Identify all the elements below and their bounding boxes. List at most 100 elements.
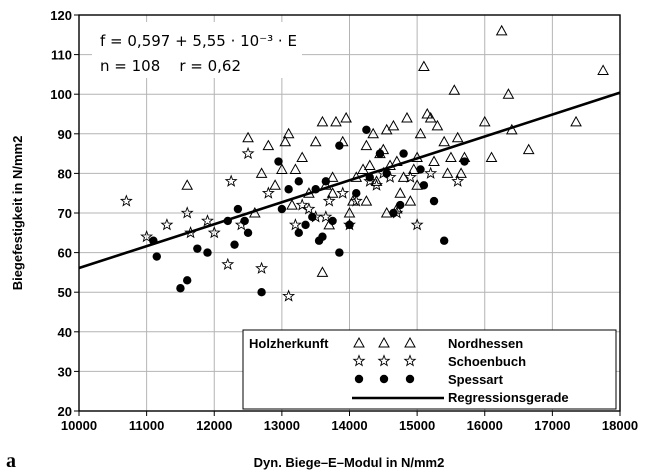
point-nordhessen: [326, 171, 339, 182]
legend-box: [242, 329, 617, 410]
point-spessart: [152, 252, 161, 261]
point-nordhessen: [431, 119, 444, 131]
point-nordhessen: [414, 127, 427, 139]
point-nordhessen: [404, 195, 417, 206]
legend-label-nordhessen: Nordhessen: [448, 336, 523, 351]
point-nordhessen: [363, 159, 376, 170]
legend-mark-circle: [405, 374, 415, 384]
point-spessart: [193, 244, 202, 253]
point-schoenbuch: [221, 257, 235, 270]
point-nordhessen: [181, 179, 194, 190]
point-spessart: [240, 216, 249, 226]
point-nordhessen: [387, 119, 400, 131]
y-tick-label: 50: [58, 285, 72, 300]
point-spessart: [396, 200, 405, 210]
x-tick-label: 14000: [331, 418, 367, 433]
point-spessart: [328, 216, 337, 226]
point-schoenbuch: [255, 261, 269, 274]
point-spessart: [419, 181, 429, 190]
point-spessart: [375, 149, 385, 158]
point-nordhessen: [360, 195, 373, 206]
legend-mark-circle: [379, 374, 389, 384]
point-spessart: [183, 276, 192, 285]
legend-title: Holzherkunft: [249, 336, 329, 351]
point-spessart: [230, 240, 239, 249]
point-spessart: [382, 169, 391, 178]
data-points: [119, 24, 609, 302]
x-axis-label: Dyn. Biege–E–Modul in N/mm2: [254, 455, 445, 470]
point-schoenbuch: [119, 194, 133, 207]
point-schoenbuch: [207, 226, 221, 239]
point-schoenbuch: [349, 194, 363, 207]
point-nordhessen: [255, 167, 268, 178]
point-schoenbuch: [261, 186, 275, 199]
point-nordhessen: [326, 187, 339, 198]
x-tick-label: 11000: [129, 418, 164, 433]
point-schoenbuch: [322, 194, 336, 207]
legend: Holzherkunft Nordhessen Schoenbuch Spess…: [242, 329, 617, 410]
point-nordhessen: [522, 143, 535, 155]
legend-mark-triangle: [353, 336, 365, 348]
point-schoenbuch: [424, 166, 438, 179]
point-spessart: [416, 165, 425, 174]
point-schoenbuch: [295, 198, 309, 211]
sample-stats: n = 108 r = 0,62: [100, 57, 241, 75]
legend-mark-star: [403, 354, 417, 367]
point-spessart: [389, 208, 398, 218]
y-axis-label: Biegefestigkeit in N/mm2: [10, 136, 25, 291]
point-schoenbuch: [201, 214, 214, 227]
point-nordhessen: [296, 151, 309, 163]
point-schoenbuch: [282, 289, 296, 302]
point-nordhessen: [451, 131, 464, 143]
point-spessart: [308, 212, 317, 222]
legend-label-regressionsgerade: Regressionsgerade: [448, 390, 569, 405]
point-spessart: [301, 220, 310, 230]
point-nordhessen: [421, 107, 434, 119]
point-spessart: [429, 196, 439, 206]
point-nordhessen: [495, 24, 508, 36]
point-nordhessen: [286, 199, 298, 210]
point-nordhessen: [448, 84, 461, 95]
grid-lines: [78, 14, 621, 412]
legend-mark-triangle: [378, 336, 390, 348]
point-spessart: [277, 204, 287, 214]
point-nordhessen: [289, 163, 302, 174]
point-spessart: [345, 220, 354, 230]
point-spessart: [460, 157, 469, 166]
legend-label-schoenbuch: Schoenbuch: [448, 354, 526, 369]
legend-mark-star: [377, 354, 391, 367]
point-schoenbuch: [224, 174, 238, 187]
legend-label-spessart: Spessart: [448, 372, 504, 387]
point-nordhessen: [438, 135, 451, 147]
point-nordhessen: [441, 167, 454, 178]
point-spessart: [352, 189, 361, 198]
point-nordhessen: [407, 163, 420, 174]
legend-mark-circle: [354, 374, 364, 384]
point-nordhessen: [279, 135, 292, 147]
point-nordhessen: [478, 115, 491, 127]
x-tick-label: 17000: [534, 418, 570, 433]
y-tick-label: 40: [58, 325, 72, 340]
point-spessart: [257, 288, 266, 297]
y-tick-label: 90: [58, 127, 72, 142]
point-schoenbuch: [241, 146, 255, 160]
point-nordhessen: [282, 127, 295, 139]
point-spessart: [274, 157, 283, 166]
point-schoenbuch: [302, 202, 316, 215]
point-schoenbuch: [319, 210, 333, 223]
point-schoenbuch: [288, 218, 302, 231]
point-nordhessen: [502, 88, 515, 99]
point-schoenbuch: [403, 170, 417, 183]
point-nordhessen: [330, 115, 342, 127]
point-nordhessen: [340, 111, 352, 123]
point-nordhessen: [485, 151, 498, 163]
point-nordhessen: [316, 266, 329, 277]
point-nordhessen: [262, 139, 275, 151]
legend-mark-triangle: [404, 336, 416, 348]
point-nordhessen: [394, 187, 407, 198]
point-spessart: [439, 236, 449, 245]
point-spessart: [321, 177, 331, 186]
panel-label: a: [6, 450, 16, 472]
point-nordhessen: [367, 127, 380, 139]
